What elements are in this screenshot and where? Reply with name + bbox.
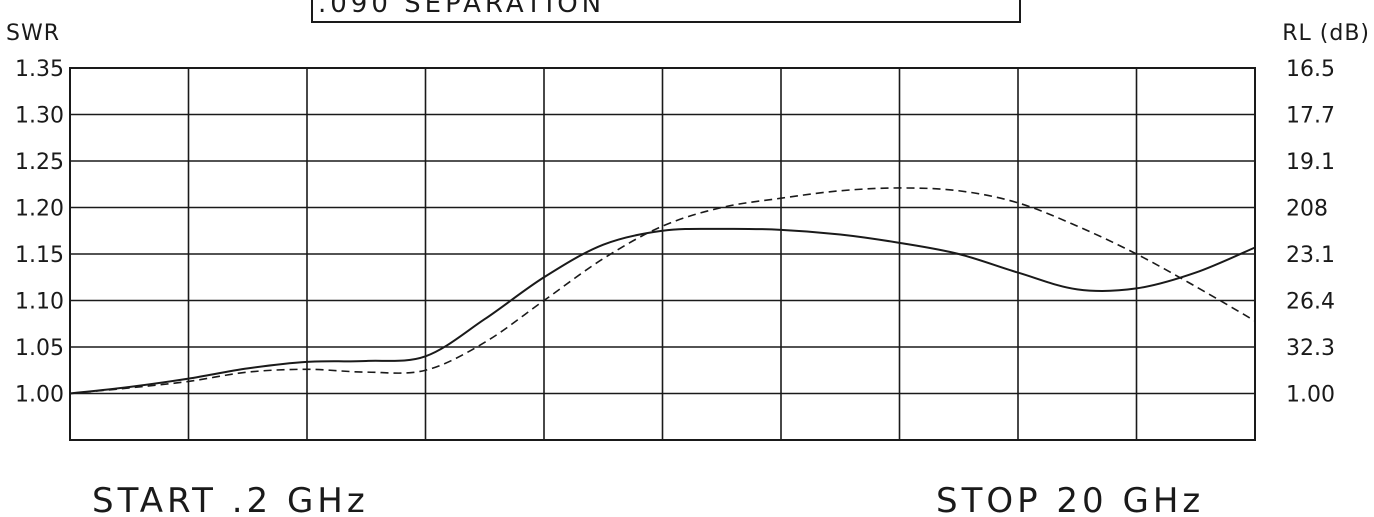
y-tick-label: 1.35: [15, 57, 64, 82]
series-layer: [69, 187, 1256, 395]
y2-tick-label: 17.7: [1286, 104, 1335, 129]
y2-tick-label: 16.5: [1286, 57, 1335, 82]
start-label: START .2 GHz: [92, 481, 369, 517]
y2-tick-label: 208: [1286, 197, 1328, 222]
y-tick-label: 1.25: [15, 150, 64, 175]
y-tick-label: 1.30: [15, 104, 64, 129]
y-tick-label: 1.10: [15, 290, 64, 315]
y2-tick-label: 1.00: [1286, 383, 1335, 408]
y2-axis-label: RL (dB): [1282, 21, 1370, 46]
stop-label: STOP 20 GHz: [936, 481, 1204, 517]
title-box: [311, 0, 1021, 23]
grid: [70, 68, 1255, 440]
y-tick-label: 1.15: [15, 243, 64, 268]
series-line-dashed: [69, 187, 1256, 395]
y2-tick-label: 26.4: [1286, 290, 1335, 315]
y-tick-label: 1.00: [15, 383, 64, 408]
chart-title: .090 SEPARATION: [318, 0, 605, 19]
y2-tick-labels: 16.5 17.7 19.1 208 23.1 26.4 32.3 1.00: [1286, 57, 1335, 408]
y-tick-labels: 1.35 1.30 1.25 1.20 1.15 1.10 1.05 1.00: [15, 57, 64, 408]
y2-tick-label: 23.1: [1286, 243, 1335, 268]
series-line-solid: [69, 227, 1256, 395]
y-tick-label: 1.20: [15, 197, 64, 222]
y-tick-label: 1.05: [15, 336, 64, 361]
y2-tick-label: 19.1: [1286, 150, 1335, 175]
y-axis-label: SWR: [6, 21, 60, 46]
plot-frame: [69, 67, 1256, 441]
y2-tick-label: 32.3: [1286, 336, 1335, 361]
